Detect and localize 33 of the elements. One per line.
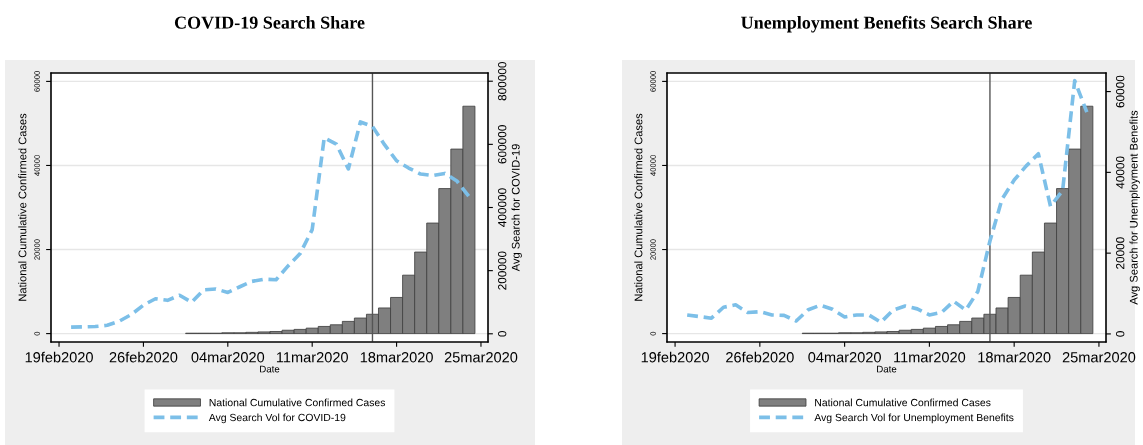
- x-tick-label: 26feb2020: [726, 351, 794, 363]
- y2-tick-label: 60000: [1116, 75, 1125, 108]
- y2-tick-label: 400000: [498, 188, 507, 227]
- x-tick-label: 19feb2020: [25, 351, 93, 363]
- x-axis-title: Date: [877, 365, 897, 373]
- x-tick-label: 04mar2020: [808, 352, 881, 363]
- x-tick-label: 26feb2020: [109, 351, 178, 363]
- y2-axis-title: Avg Search for Unemployment Benefits: [1129, 110, 1140, 305]
- legend-label: National Cumulative Confirmed Cases: [209, 398, 386, 407]
- y2-tick-label: 800000: [498, 61, 507, 101]
- y2-tick-label: 600000: [498, 125, 507, 164]
- x-tick-label: 19feb2020: [641, 351, 709, 363]
- y2-tick-label: 0: [498, 330, 507, 337]
- x-tick-label: 11mar2020: [276, 352, 348, 363]
- y2-tick-label: 0: [1116, 331, 1125, 337]
- x-tick-label: 04mar2020: [191, 352, 265, 363]
- x-axis-title: Date: [260, 365, 280, 373]
- x-tick-label: 18mar2020: [978, 352, 1051, 363]
- y2-tick-label: 20000: [1116, 237, 1125, 269]
- x-tick-label: 25mar2020: [1062, 352, 1136, 363]
- legend-label: Avg Search Vol for Unemployment Benefits: [814, 413, 1014, 424]
- x-tick-label: 11mar2020: [894, 352, 966, 363]
- chart-title: Unemployment Benefits Search Share: [741, 15, 1032, 33]
- y2-tick-label: 200000: [498, 251, 507, 290]
- legend-label: National Cumulative Confirmed Cases: [815, 398, 991, 407]
- x-tick-label: 25mar2020: [444, 352, 518, 363]
- x-tick-label: 18mar2020: [360, 352, 433, 363]
- y2-axis-title: Avg Search for COVID-19: [511, 144, 522, 272]
- legend-label: Avg Search Vol for COVID-19: [208, 413, 346, 424]
- y2-tick-label: 40000: [1116, 156, 1125, 189]
- y-axis-title: National Cumulative Confirmed Cases: [18, 113, 27, 301]
- y-axis-title: National Cumulative Confirmed Cases: [634, 113, 643, 301]
- chart-title: COVID-19 Search Share: [174, 16, 365, 29]
